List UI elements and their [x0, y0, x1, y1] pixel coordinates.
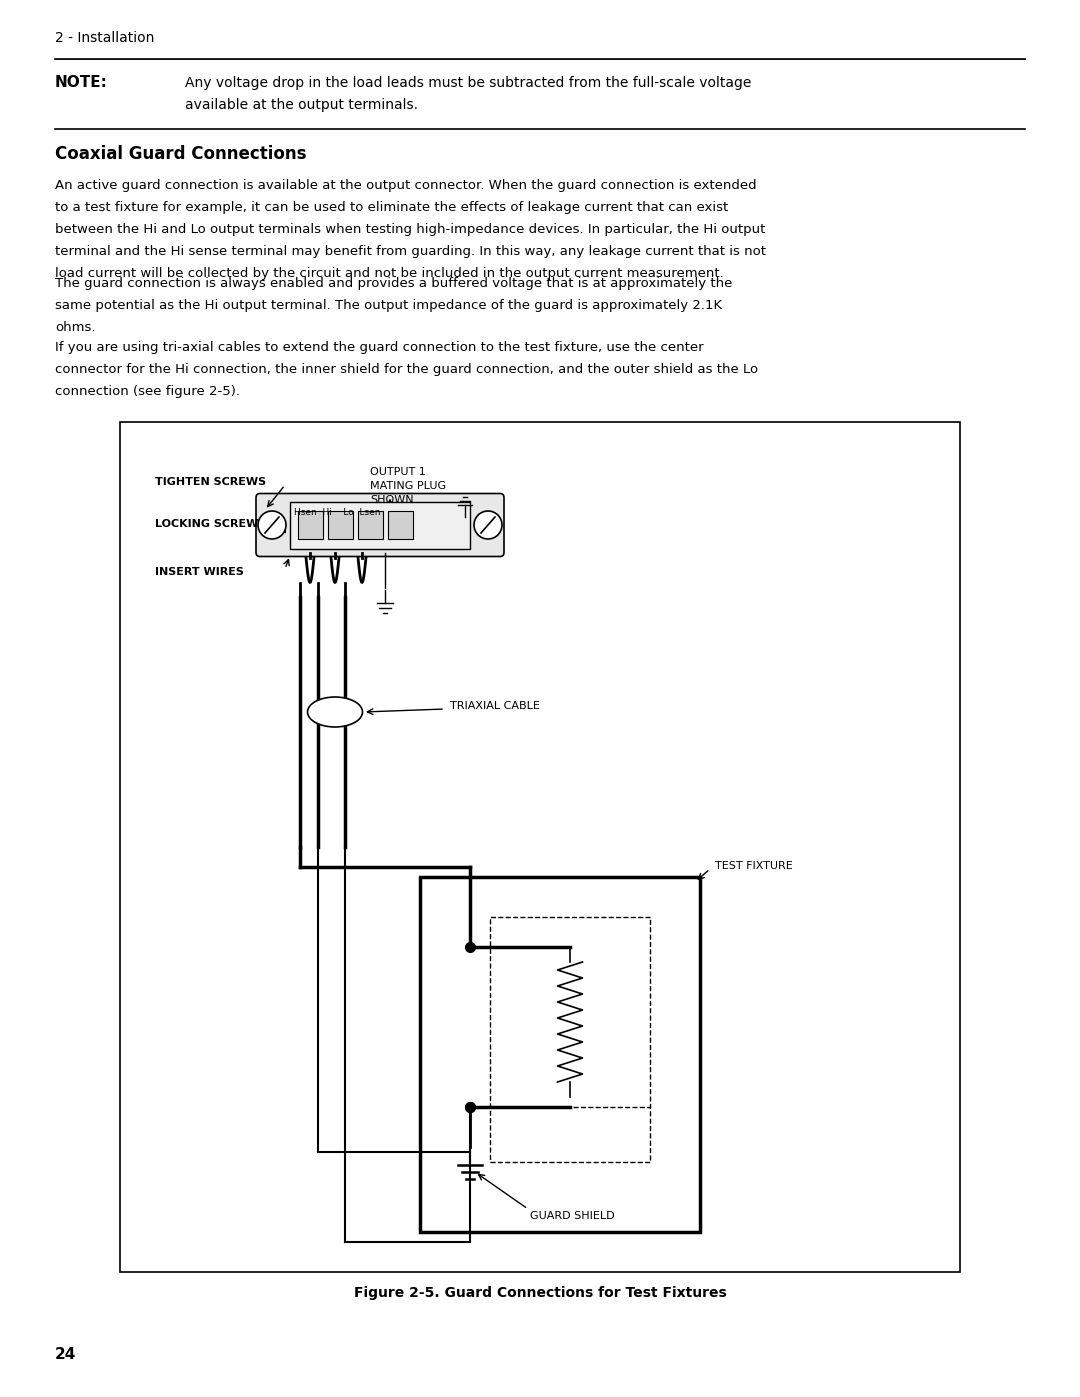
Text: +: +	[582, 1085, 593, 1098]
Text: Coaxial Guard Connections: Coaxial Guard Connections	[55, 145, 307, 163]
Text: TEST FIXTURE: TEST FIXTURE	[715, 861, 793, 870]
Bar	[388, 511, 413, 539]
Text: MATING PLUG: MATING PLUG	[370, 481, 446, 490]
Bar	[291, 502, 470, 549]
Text: load current will be collected by the circuit and not be included in the output : load current will be collected by the ci…	[55, 267, 724, 279]
Text: terminal and the Hi sense terminal may benefit from guarding. In this way, any l: terminal and the Hi sense terminal may b…	[55, 244, 766, 258]
Text: An active guard connection is available at the output connector. When the guard : An active guard connection is available …	[55, 179, 757, 191]
Text: TRIAXIAL CABLE: TRIAXIAL CABLE	[450, 701, 540, 711]
Bar	[120, 422, 960, 1273]
Bar	[298, 511, 323, 539]
Circle shape	[258, 511, 286, 539]
Text: The guard connection is always enabled and provides a buffered voltage that is a: The guard connection is always enabled a…	[55, 277, 732, 291]
FancyBboxPatch shape	[256, 493, 504, 556]
Circle shape	[474, 511, 502, 539]
Text: connection (see figure 2-5).: connection (see figure 2-5).	[55, 386, 240, 398]
Text: OUTPUT 1: OUTPUT 1	[370, 467, 426, 476]
Text: same potential as the Hi output terminal. The output impedance of the guard is a: same potential as the Hi output terminal…	[55, 299, 723, 312]
Text: NOTE:: NOTE:	[55, 75, 108, 89]
Text: connector for the Hi connection, the inner shield for the guard connection, and : connector for the Hi connection, the inn…	[55, 363, 758, 376]
Text: between the Hi and Lo output terminals when testing high-impedance devices. In p: between the Hi and Lo output terminals w…	[55, 224, 766, 236]
Ellipse shape	[308, 697, 363, 726]
Text: to a test fixture for example, it can be used to eliminate the effects of leakag: to a test fixture for example, it can be…	[55, 201, 728, 214]
Text: ohms.: ohms.	[55, 321, 95, 334]
Text: Any voltage drop in the load leads must be subtracted from the full-scale voltag: Any voltage drop in the load leads must …	[185, 75, 752, 89]
Text: INSERT WIRES: INSERT WIRES	[156, 567, 244, 577]
Bar	[328, 511, 353, 539]
Bar	[420, 877, 700, 1232]
Text: LOCKING SCREW: LOCKING SCREW	[156, 520, 258, 529]
Text: Figure 2-5. Guard Connections for Test Fixtures: Figure 2-5. Guard Connections for Test F…	[353, 1287, 727, 1301]
Text: 2 - Installation: 2 - Installation	[55, 31, 154, 45]
Text: GUARD SHIELD: GUARD SHIELD	[530, 1211, 615, 1221]
Text: If you are using tri-axial cables to extend the guard connection to the test fix: If you are using tri-axial cables to ext…	[55, 341, 704, 353]
Text: available at the output terminals.: available at the output terminals.	[185, 98, 418, 112]
Text: -: -	[582, 942, 586, 956]
Bar	[490, 916, 650, 1162]
Text: SHOWN: SHOWN	[370, 495, 414, 504]
Text: 24: 24	[55, 1347, 77, 1362]
Bar	[357, 511, 383, 539]
Text: TIGHTEN SCREWS: TIGHTEN SCREWS	[156, 476, 266, 488]
Text: Hsen  Hi    Lo  Lsen: Hsen Hi Lo Lsen	[294, 509, 380, 517]
